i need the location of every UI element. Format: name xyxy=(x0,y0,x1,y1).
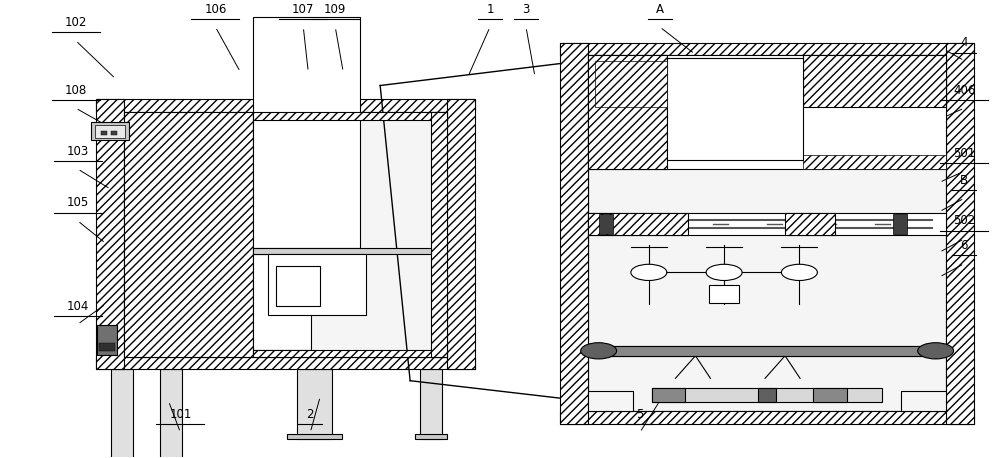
Bar xyxy=(588,213,946,235)
Text: 4: 4 xyxy=(961,37,968,49)
Bar xyxy=(595,61,667,107)
Text: 5: 5 xyxy=(636,408,643,421)
Bar xyxy=(785,213,835,235)
Bar xyxy=(588,391,633,411)
Bar xyxy=(253,248,431,254)
Bar xyxy=(124,112,447,357)
Bar xyxy=(588,55,667,169)
Bar xyxy=(160,370,182,458)
Bar xyxy=(276,266,320,306)
Bar xyxy=(946,43,974,424)
Bar xyxy=(91,122,129,141)
Text: 501: 501 xyxy=(953,147,975,160)
Bar xyxy=(560,411,974,424)
Bar xyxy=(652,387,882,402)
Text: 108: 108 xyxy=(64,84,87,97)
Bar xyxy=(111,370,133,458)
Text: 103: 103 xyxy=(66,145,89,158)
Bar xyxy=(431,112,447,357)
Bar xyxy=(588,55,946,411)
Circle shape xyxy=(581,343,617,359)
Bar xyxy=(901,391,946,411)
Circle shape xyxy=(631,264,667,280)
Circle shape xyxy=(918,343,954,359)
Text: 102: 102 xyxy=(64,16,87,29)
Bar xyxy=(111,131,117,135)
Bar xyxy=(758,387,776,402)
Bar xyxy=(101,131,107,135)
Bar xyxy=(803,155,946,169)
Bar xyxy=(99,343,115,351)
Bar xyxy=(588,213,688,235)
Bar xyxy=(813,387,847,402)
Bar xyxy=(667,58,803,160)
Bar xyxy=(415,434,447,439)
Text: 104: 104 xyxy=(66,300,89,313)
Bar xyxy=(599,346,936,356)
Text: A: A xyxy=(656,3,664,16)
Bar xyxy=(560,43,974,55)
Bar xyxy=(803,55,946,107)
Bar xyxy=(253,349,447,357)
Text: 109: 109 xyxy=(324,3,346,16)
Bar xyxy=(709,285,739,303)
Bar xyxy=(253,112,447,120)
Bar xyxy=(287,434,342,439)
Bar xyxy=(297,370,332,439)
Text: B: B xyxy=(960,174,968,187)
Text: 107: 107 xyxy=(292,3,314,16)
Text: 106: 106 xyxy=(204,3,227,16)
Bar xyxy=(96,357,475,370)
Text: 1: 1 xyxy=(486,3,494,16)
Text: 2: 2 xyxy=(307,408,314,421)
Bar xyxy=(96,99,124,370)
Bar xyxy=(652,387,685,402)
Text: 406: 406 xyxy=(953,84,976,97)
Text: 502: 502 xyxy=(953,214,975,228)
Bar xyxy=(447,99,475,370)
Text: 6: 6 xyxy=(961,239,968,252)
Bar xyxy=(893,214,907,234)
Bar xyxy=(560,43,588,424)
Bar xyxy=(588,55,946,169)
Bar xyxy=(599,214,613,234)
Bar xyxy=(420,370,442,439)
Circle shape xyxy=(706,264,742,280)
Circle shape xyxy=(781,264,817,280)
Bar xyxy=(253,17,360,248)
Bar xyxy=(97,325,117,354)
Text: 101: 101 xyxy=(169,408,192,421)
Text: 3: 3 xyxy=(522,3,530,16)
Text: 105: 105 xyxy=(66,196,89,209)
Bar xyxy=(96,99,475,112)
Bar xyxy=(95,125,125,138)
Bar xyxy=(268,254,366,315)
Bar xyxy=(124,112,253,357)
Bar xyxy=(253,254,311,349)
